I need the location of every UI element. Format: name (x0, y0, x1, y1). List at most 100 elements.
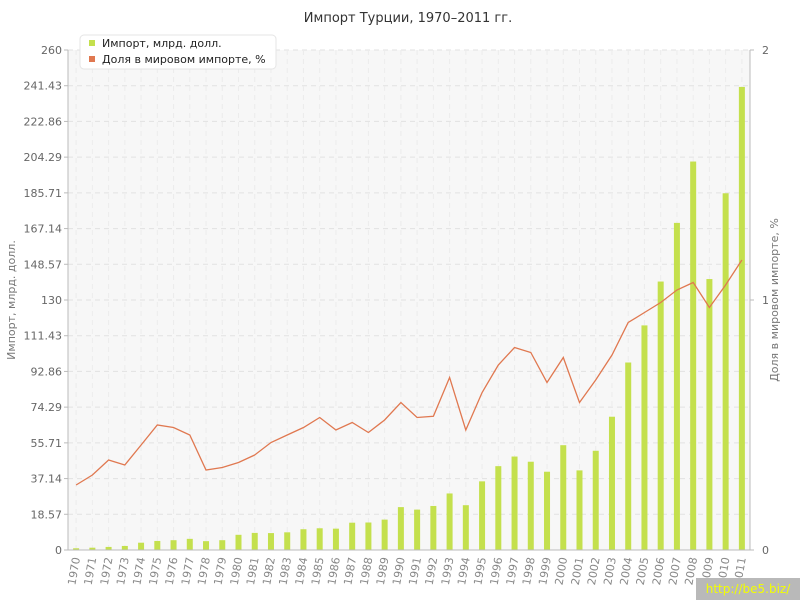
y-tick-label: 185.71 (24, 187, 63, 200)
x-tick-label: 1996 (488, 556, 506, 586)
y2-axis-title: Доля в мировом импорте, % (768, 218, 781, 382)
x-tick-label: 1971 (82, 556, 100, 586)
bar-1981 (251, 532, 258, 550)
bar-2011 (738, 86, 745, 550)
bar-2001 (576, 470, 583, 550)
bar-1970 (73, 548, 80, 550)
bar-1989 (381, 519, 388, 550)
x-tick-label: 1995 (471, 556, 489, 586)
y-tick-label: 111.43 (24, 330, 63, 343)
x-tick-label: 2004 (618, 556, 636, 586)
y-tick-label: 241.43 (24, 80, 63, 93)
x-tick-label: 1994 (455, 556, 473, 586)
chart-title: Импорт Турции, 1970–2011 гг. (304, 11, 512, 26)
bar-1988 (365, 522, 372, 550)
y2-tick-label: 1 (762, 294, 769, 307)
x-tick-label: 2002 (585, 556, 603, 586)
legend-label-import: Импорт, млрд. долл. (102, 37, 222, 50)
x-tick-label: 1981 (244, 556, 262, 586)
x-axis-ticks: 1970197119721973197419751976197719781979… (65, 556, 748, 586)
legend: Импорт, млрд. долл. Доля в мировом импор… (79, 34, 277, 70)
bar-1976 (170, 540, 177, 550)
legend-swatch-import (89, 40, 95, 46)
x-tick-label: 1973 (114, 556, 132, 586)
bar-1992 (430, 505, 437, 550)
x-tick-label: 2008 (682, 556, 700, 586)
x-tick-label: 1998 (520, 556, 538, 586)
x-tick-label: 2006 (650, 556, 668, 586)
bar-2004 (625, 362, 632, 550)
x-tick-label: 2003 (601, 556, 619, 586)
share-line (75, 259, 743, 486)
y-tick-label: 37.14 (31, 473, 63, 486)
bar-1998 (527, 461, 534, 550)
bar-1987 (349, 522, 356, 550)
bar-1990 (397, 507, 404, 550)
bar-2002 (592, 450, 599, 550)
y-tick-label: 204.29 (24, 151, 63, 164)
x-tick-label: 2007 (666, 556, 684, 586)
y2-axis-ticks: 0 1 2 (750, 44, 769, 557)
x-tick-label: 1980 (228, 556, 246, 586)
y-tick-label: 92.86 (31, 365, 63, 378)
x-tick-label: 1977 (179, 556, 197, 586)
bar-2005 (641, 325, 648, 550)
x-tick-label: 1991 (406, 556, 424, 586)
x-tick-label: 1997 (504, 556, 522, 586)
x-tick-label: 1992 (423, 556, 441, 586)
x-tick-label: 1993 (439, 556, 457, 586)
y-tick-label: 55.71 (31, 437, 63, 450)
bar-1980 (235, 534, 242, 550)
y-tick-label: 167.14 (24, 223, 63, 236)
bar-1985 (316, 528, 323, 550)
bar-2006 (657, 281, 664, 550)
bar-1991 (414, 509, 421, 550)
x-tick-label: 1979 (212, 556, 230, 586)
bar-2007 (673, 222, 680, 550)
bar-1996 (495, 466, 502, 550)
bar-1979 (219, 540, 226, 550)
x-tick-label: 1974 (130, 556, 148, 586)
bar-1973 (121, 545, 128, 550)
y-axis-title: Импорт, млрд. долл. (5, 240, 18, 360)
x-tick-label: 1976 (163, 556, 181, 586)
bar-1972 (105, 546, 112, 550)
y2-tick-label: 2 (762, 44, 769, 57)
bar-1984 (300, 529, 307, 550)
x-tick-label: 1999 (536, 556, 554, 586)
bar-2000 (560, 445, 567, 550)
legend-label-share: Доля в мировом импорте, % (102, 53, 266, 66)
y-tick-label: 0 (55, 544, 62, 557)
bar-1994 (462, 505, 469, 550)
y-tick-label: 130 (41, 294, 62, 307)
y-tick-label: 148.57 (24, 258, 63, 271)
y-axis-ticks: 0 18.57 37.14 55.71 74.29 92.86 111.43 130 148.5… (24, 44, 68, 557)
x-tick-label: 1989 (374, 556, 392, 586)
watermark: http://be5.biz/ (696, 578, 800, 600)
bar-1974 (138, 542, 145, 550)
x-tick-label: 1986 (325, 556, 343, 586)
x-tick-label: 1972 (98, 556, 116, 586)
y-tick-label: 260 (41, 44, 62, 57)
bar-1995 (479, 481, 486, 550)
x-tick-label: 1975 (147, 556, 165, 586)
x-tick-label: 1990 (390, 556, 408, 586)
x-tick-label: 1970 (65, 556, 83, 586)
x-tick-label: 2001 (569, 556, 587, 586)
legend-box (79, 34, 277, 70)
y-tick-label: 222.86 (24, 115, 63, 128)
legend-swatch-share (89, 56, 95, 62)
bar-1986 (332, 528, 339, 550)
bar-1983 (284, 532, 291, 550)
bar-2010 (722, 193, 729, 550)
y-tick-label: 74.29 (31, 401, 63, 414)
bar-1978 (203, 541, 210, 550)
x-tick-label: 2005 (634, 556, 652, 586)
x-tick-label: 1987 (341, 556, 359, 586)
x-tick-label: 1988 (358, 556, 376, 586)
bar-2009 (706, 279, 713, 550)
bar-2008 (690, 161, 697, 551)
bar-1977 (186, 538, 193, 550)
import-bars (73, 86, 745, 551)
